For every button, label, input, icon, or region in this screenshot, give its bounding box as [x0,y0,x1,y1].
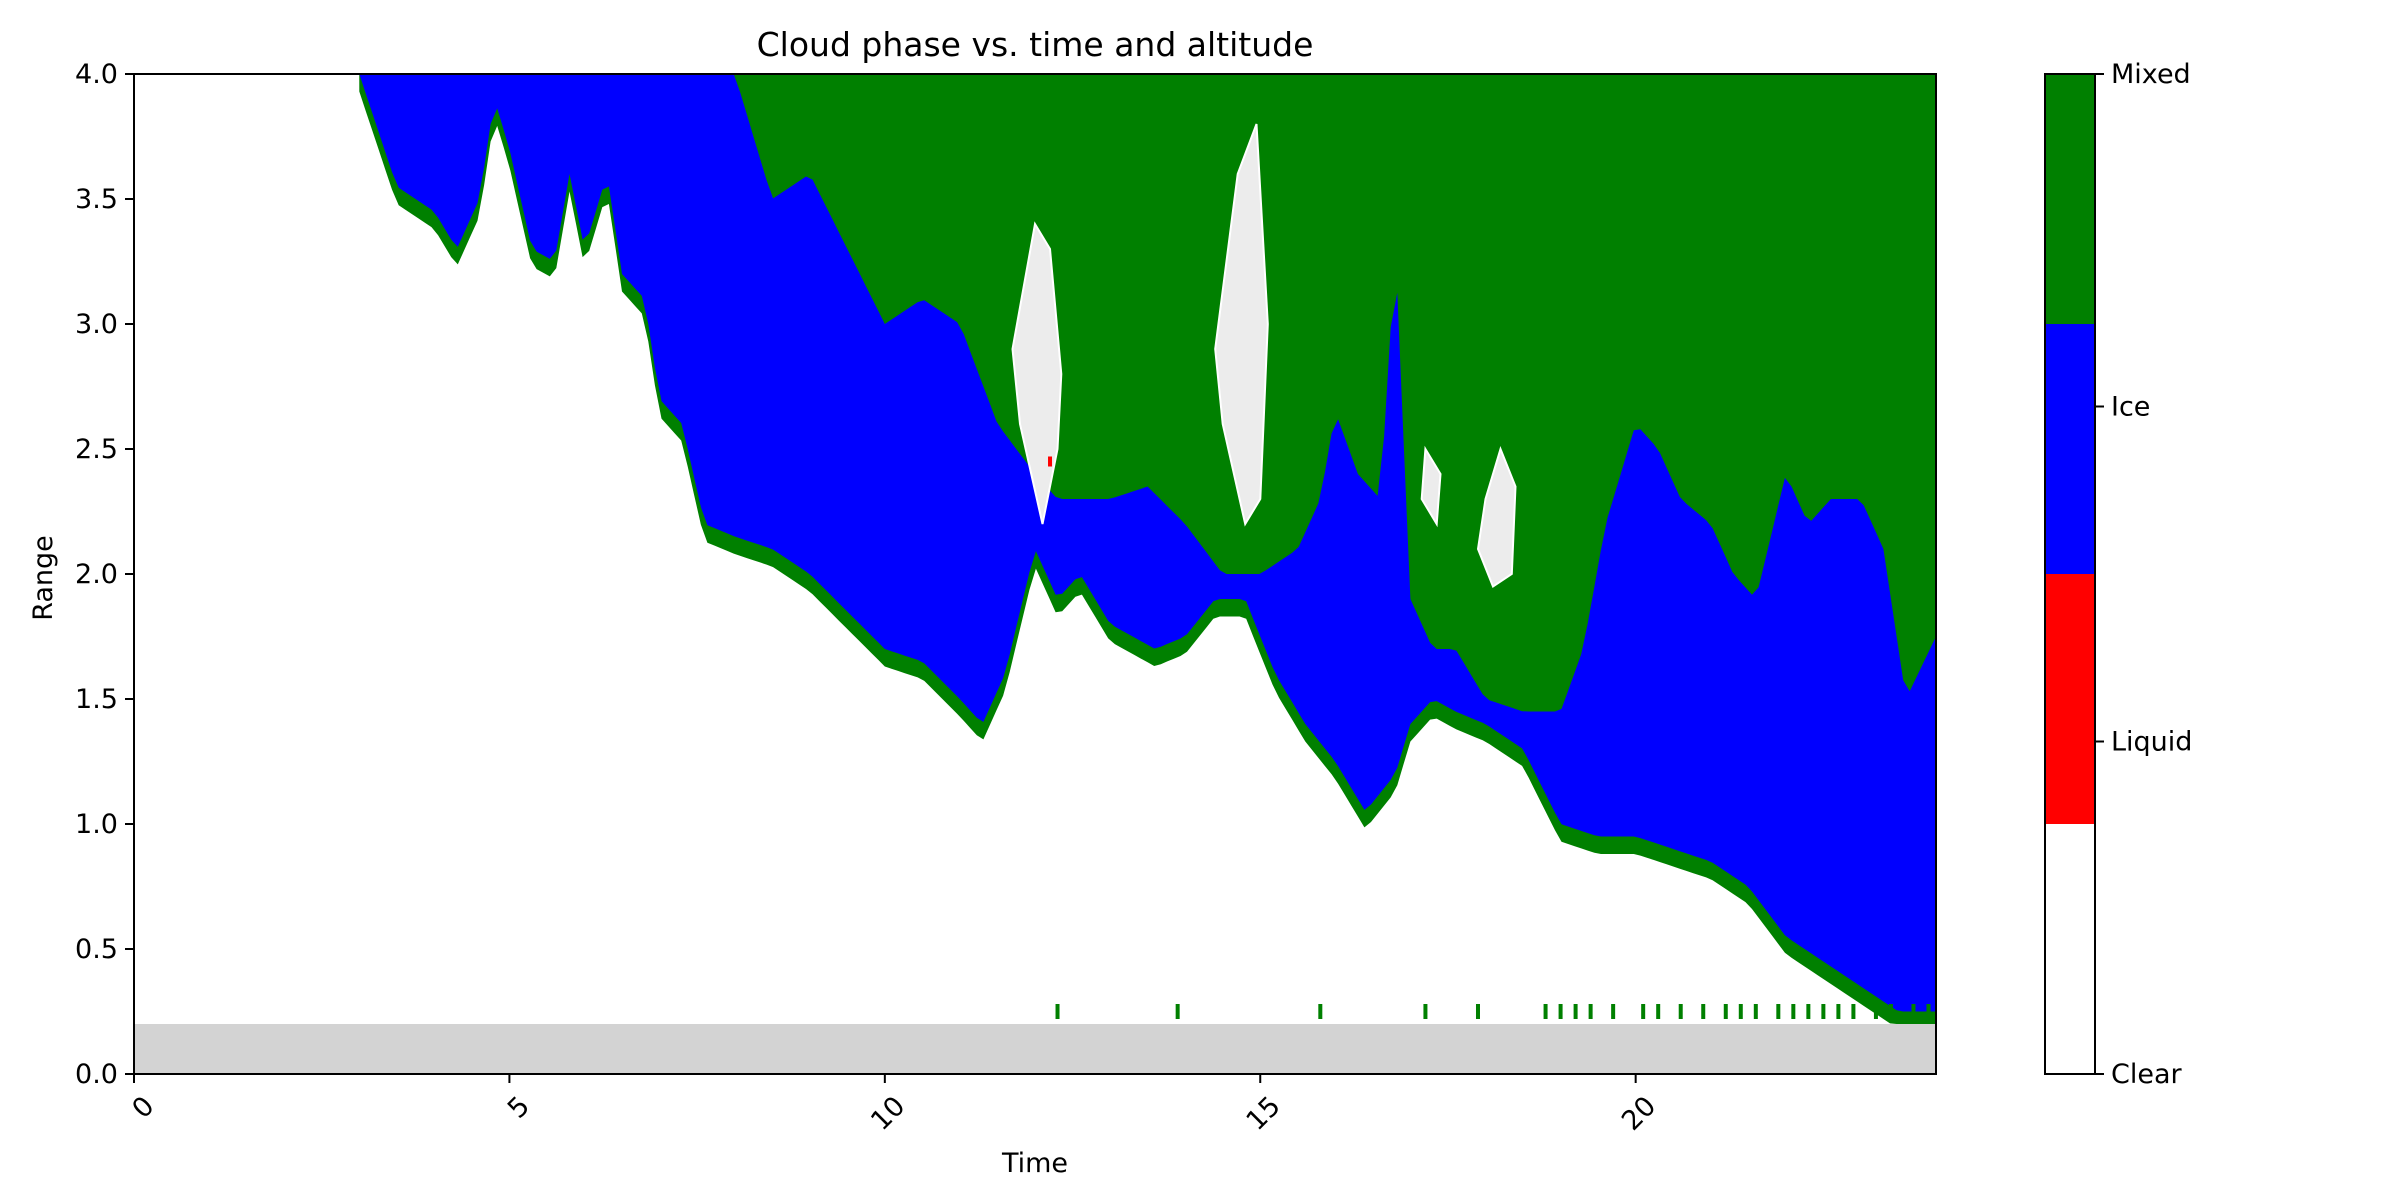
surface-mixed-mark [1701,1004,1706,1019]
y-tick-label: 1.0 [75,809,118,840]
surface-mixed-mark [1588,1004,1593,1019]
colorbar-segment [2045,824,2095,1074]
x-axis: 0 5 10 15 20 [126,1074,1662,1137]
surface-mixed-mark [1641,1004,1646,1019]
clear-gap [1011,221,1063,525]
no-data-band [134,1024,1936,1074]
surface-mixed-mark [1836,1004,1841,1019]
clear-gap [1214,123,1269,527]
surface-mixed-mark [1753,1004,1758,1019]
clear-gap [1476,445,1517,589]
phase-field [134,74,1936,1074]
surface-mixed-mark [1776,1004,1781,1019]
x-tick-label: 0 [126,1091,160,1125]
surface-mixed-mark [1573,1004,1578,1019]
x-tick-label: 10 [865,1091,911,1137]
y-tick-label: 1.5 [75,684,118,715]
surface-mixed-mark [1926,1004,1931,1019]
y-tick-label: 3.5 [75,184,118,215]
y-tick-label: 2.5 [75,434,118,465]
surface-mixed-mark [1543,1004,1548,1019]
liquid-point [1048,456,1053,467]
surface-mixed-mark [1806,1004,1811,1019]
colorbar-label: Ice [2111,392,2150,423]
y-tick-label: 2.0 [75,559,118,590]
surface-mixed-mark [1656,1004,1661,1019]
surface-mixed-mark [1055,1004,1060,1019]
surface-mixed-mark [1738,1004,1743,1019]
surface-mixed-mark [1791,1004,1796,1019]
x-tick-label: 20 [1616,1091,1662,1137]
x-tick-label: 15 [1241,1091,1287,1137]
colorbar-label: Mixed [2111,59,2191,90]
y-tick-label: 4.0 [75,59,118,90]
colorbar-segment [2045,74,2095,324]
colorbar-label: Clear [2111,1059,2183,1090]
y-tick-label: 0.0 [75,1059,118,1090]
surface-mixed-mark [1558,1004,1563,1019]
surface-mixed-mark [1723,1004,1728,1019]
surface-mixed-mark [1423,1004,1428,1019]
y-tick-label: 3.0 [75,309,118,340]
surface-mixed-mark [1911,1004,1916,1019]
surface-mixed-mark [1175,1004,1180,1019]
colorbar-segment [2045,324,2095,574]
y-axis-label: Range [28,535,59,621]
surface-mixed-mark [1611,1004,1616,1019]
y-axis: 0.0 0.5 1.0 1.5 2.0 2.5 3.0 3.5 4.0 [75,59,134,1090]
surface-mixed-mark [1888,1004,1893,1019]
x-tick-label: 5 [502,1091,536,1125]
surface-mixed-mark [1873,1004,1878,1019]
colorbar-label: Liquid [2111,727,2192,758]
ice-phase-region [359,74,1936,1012]
x-axis-label: Time [1001,1148,1068,1179]
y-tick-label: 0.5 [75,934,118,965]
chart-title: Cloud phase vs. time and altitude [757,25,1314,64]
colorbar: Clear Liquid Ice Mixed [2044,59,2192,1090]
surface-mixed-mark [1475,1004,1480,1019]
surface-mixed-mark [1851,1004,1856,1019]
colorbar-frame [2044,73,2096,1075]
colorbar-segment [2045,574,2095,824]
surface-mixed-mark [1318,1004,1323,1019]
surface-mixed-mark [1821,1004,1826,1019]
surface-mixed-mark [1678,1004,1683,1019]
clear-gap [1420,445,1442,528]
